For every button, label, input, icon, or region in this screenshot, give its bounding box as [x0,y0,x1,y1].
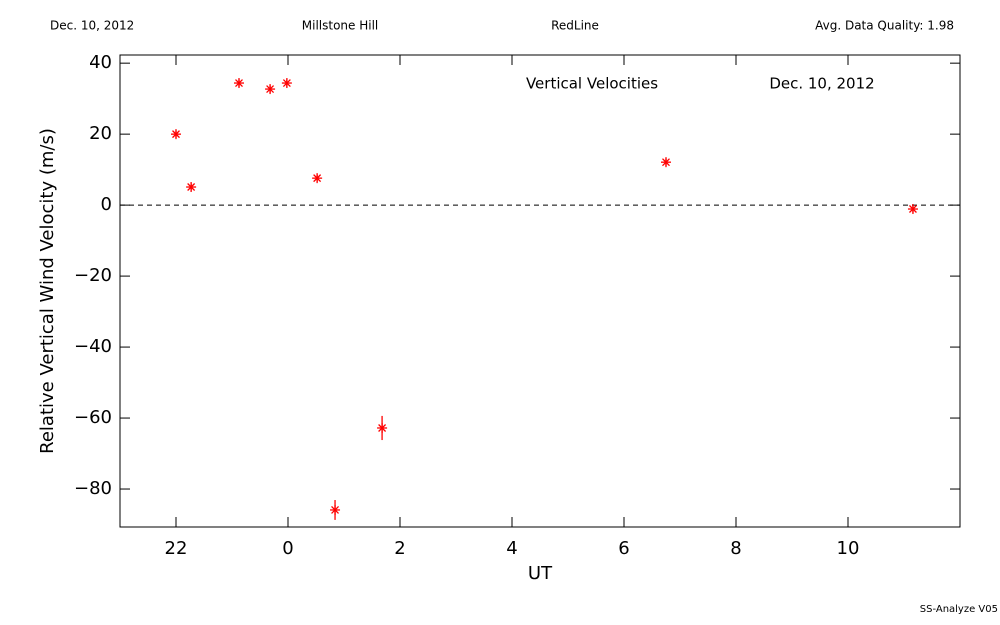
header-site: Millstone Hill [302,19,378,33]
y-axis-label: Relative Vertical Wind Velocity (m/s) [37,128,58,454]
footer: SS-Analyze V05 [920,604,998,615]
y-tick-label: −40 [74,336,112,357]
header-date: Dec. 10, 2012 [50,19,134,33]
y-tick-label: −60 [74,407,112,428]
x-tick-label: 6 [618,538,629,559]
plot-frame [119,54,961,528]
header-line: RedLine [551,19,599,33]
x-axis-label: UT [528,563,553,584]
point [377,422,388,433]
x-tick-label: 4 [506,538,517,559]
x-tick-label: 10 [837,538,860,559]
chart-title: Vertical Velocities [526,75,658,93]
chart-subtitle: Dec. 10, 2012 [769,75,874,93]
point [186,182,197,193]
y-tick-label: 40 [89,52,112,73]
point [907,204,918,215]
y-tick-label: 20 [89,123,112,144]
point [330,504,341,515]
point [281,78,292,89]
x-tick-label: 8 [730,538,741,559]
y-tick-label: −20 [74,265,112,286]
point [234,78,244,89]
y-tick-label: −80 [74,478,112,499]
point [171,129,181,140]
header-quality: Avg. Data Quality: 1.98 [815,19,954,33]
y-tick-label: 0 [101,194,112,215]
x-tick-label: 22 [165,538,188,559]
point [661,157,671,168]
point [265,84,276,95]
x-tick-label: 0 [282,538,293,559]
point [312,173,323,184]
x-tick-label: 2 [394,538,405,559]
